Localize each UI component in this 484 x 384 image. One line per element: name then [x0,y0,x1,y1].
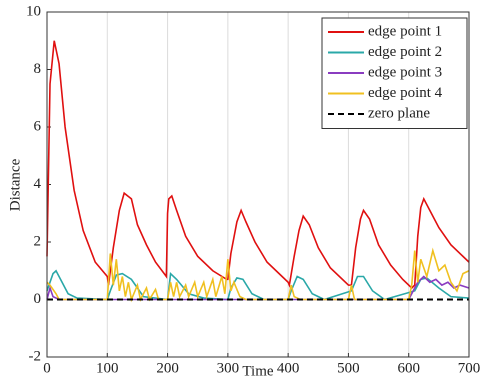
legend-label: zero plane [368,105,430,121]
legend-label: edge point 1 [368,23,442,39]
legend-label: edge point 3 [368,64,442,80]
plot-frame [46,11,470,358]
y-tick-label: 10 [26,3,41,19]
series-line [46,40,470,290]
x-tick-label: 100 [96,360,119,376]
x-tick-label: 500 [337,360,360,376]
legend-label: edge point 4 [368,85,443,101]
series-line [46,247,470,303]
x-tick-label: 600 [397,360,420,376]
x-axis-label: Time [242,363,273,379]
y-tick-label: 8 [34,61,42,77]
x-tick-label: 400 [277,360,300,376]
series-line [46,269,470,301]
x-tick-label: 0 [43,360,51,376]
y-tick-label: 2 [34,233,42,249]
y-tick-label: 4 [34,176,42,192]
y-axis-label: Distance [7,158,23,211]
legend-label: edge point 2 [368,44,442,60]
series-line [46,275,470,301]
y-tick-label: 6 [34,118,42,134]
y-tick-label: -2 [29,348,42,364]
x-tick-label: 700 [458,360,481,376]
y-tick-label: 0 [34,291,42,307]
x-tick-label: 300 [217,360,240,376]
x-tick-label: 200 [156,360,179,376]
